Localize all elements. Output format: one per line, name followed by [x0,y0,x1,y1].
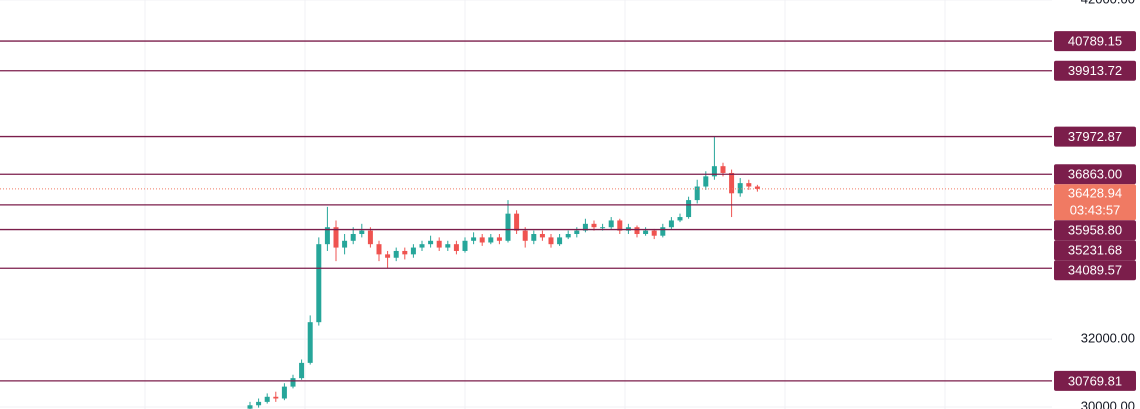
candle-body [264,396,270,402]
level-label: 30769.81 [1068,373,1122,388]
candle-body [324,227,330,245]
candle-body [316,244,322,323]
candle-body [479,237,485,243]
level-label-box [1054,31,1136,52]
candle-body [565,234,571,238]
level-label: 35231.68 [1068,243,1122,258]
candle-body [694,186,700,201]
candle-body [729,172,735,194]
candle-body [376,244,382,255]
candle-body [608,220,614,228]
candle-body [273,396,279,399]
last-price-label: 36428.94 [1068,186,1122,201]
candle-body [402,250,408,255]
candle-body [668,220,674,228]
level-label: 40789.15 [1068,34,1122,49]
candle-body [574,230,580,235]
level-label-box [1054,164,1136,185]
countdown-label: 03:43:57 [1070,203,1121,218]
candle-body [737,183,743,194]
candle-body [342,240,348,248]
candle-body [462,240,468,251]
candle-body [436,240,442,248]
level-label-box [1054,240,1136,261]
level-label-box [1054,60,1136,81]
candle-body [367,230,373,245]
candle-body [445,244,451,248]
candle-body [299,362,305,379]
candle-body [393,250,399,258]
candle-body [651,230,657,236]
level-label: 34089.57 [1068,263,1122,278]
level-label-box [1054,260,1136,281]
candle-body [471,237,477,241]
level-label-box [1054,370,1136,391]
candle-body [746,183,752,187]
candle-body [428,240,434,245]
candle-body [754,186,760,189]
level-label-box [1054,126,1136,147]
candle-body [539,234,545,238]
candle-body [600,227,606,229]
candle-body [711,166,717,177]
candle-body [531,234,537,241]
candle-body [453,244,459,251]
candle-body [256,401,262,406]
candle-body [290,378,296,387]
candle-body [333,227,339,248]
candle-body [634,227,640,235]
candle-body [359,230,365,235]
candle-body [582,223,588,231]
candle-body [247,405,253,409]
candle-body [514,213,520,231]
candle-body [677,217,683,221]
candle-body [496,237,502,241]
candle-body [522,230,528,241]
candle-body [643,230,649,235]
candle-body [720,166,726,173]
y-tick-label: 30000.00 [1081,398,1135,409]
level-label: 35958.80 [1068,223,1122,238]
level-label-box [1054,220,1136,241]
last-price-box [1054,184,1136,221]
candle-body [488,237,494,243]
candle-body [686,200,692,218]
candle-body [307,322,313,363]
candle-body [505,213,511,241]
y-tick-label: 32000.00 [1081,331,1135,346]
candle-body [591,223,597,228]
candle-body [617,220,623,231]
candle-body [350,234,356,241]
candle-body [703,176,709,187]
candle-body [385,254,391,258]
candle-body [281,386,287,399]
y-tick-label: 42000.00 [1081,0,1135,6]
candle-body [548,237,554,245]
candle-body [557,237,563,245]
level-label: 37972.87 [1068,129,1122,144]
candle-body [660,227,666,236]
candle-body [410,247,416,255]
candle-body [419,244,425,248]
level-label: 36863.00 [1068,167,1122,182]
level-label: 39913.72 [1068,63,1122,78]
